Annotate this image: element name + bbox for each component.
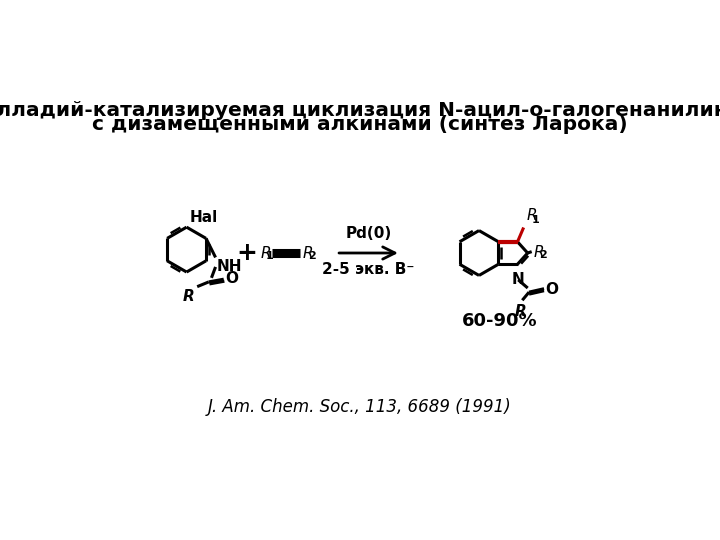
Text: N: N bbox=[512, 272, 525, 287]
Text: 2: 2 bbox=[308, 252, 316, 261]
Text: $R$: $R$ bbox=[533, 244, 544, 260]
Text: 1: 1 bbox=[532, 215, 539, 226]
Text: Pd(0): Pd(0) bbox=[346, 226, 392, 241]
Text: J. Am. Chem. Soc., 113, 6689 (1991): J. Am. Chem. Soc., 113, 6689 (1991) bbox=[208, 399, 512, 416]
Text: R: R bbox=[515, 305, 527, 319]
Text: Hal: Hal bbox=[189, 210, 217, 225]
Text: с дизамещенными алкинами (синтез Ларока): с дизамещенными алкинами (синтез Ларока) bbox=[92, 115, 628, 134]
Text: 2-5 экв. В⁻: 2-5 экв. В⁻ bbox=[323, 262, 415, 277]
Text: O: O bbox=[545, 282, 559, 297]
Text: 60-90%: 60-90% bbox=[462, 312, 537, 330]
Text: $R$: $R$ bbox=[260, 245, 271, 261]
Text: $R$: $R$ bbox=[302, 245, 313, 261]
Text: R: R bbox=[183, 289, 194, 305]
Text: Палладий-катализируемая циклизация N-ацил-о-галогенанилинов: Палладий-катализируемая циклизация N-аци… bbox=[0, 100, 720, 120]
Text: 2: 2 bbox=[539, 250, 547, 260]
Text: $R$: $R$ bbox=[526, 207, 537, 224]
Text: NH: NH bbox=[217, 259, 243, 274]
Text: +: + bbox=[236, 241, 257, 265]
Text: 1: 1 bbox=[266, 252, 274, 261]
Text: O: O bbox=[226, 271, 239, 286]
